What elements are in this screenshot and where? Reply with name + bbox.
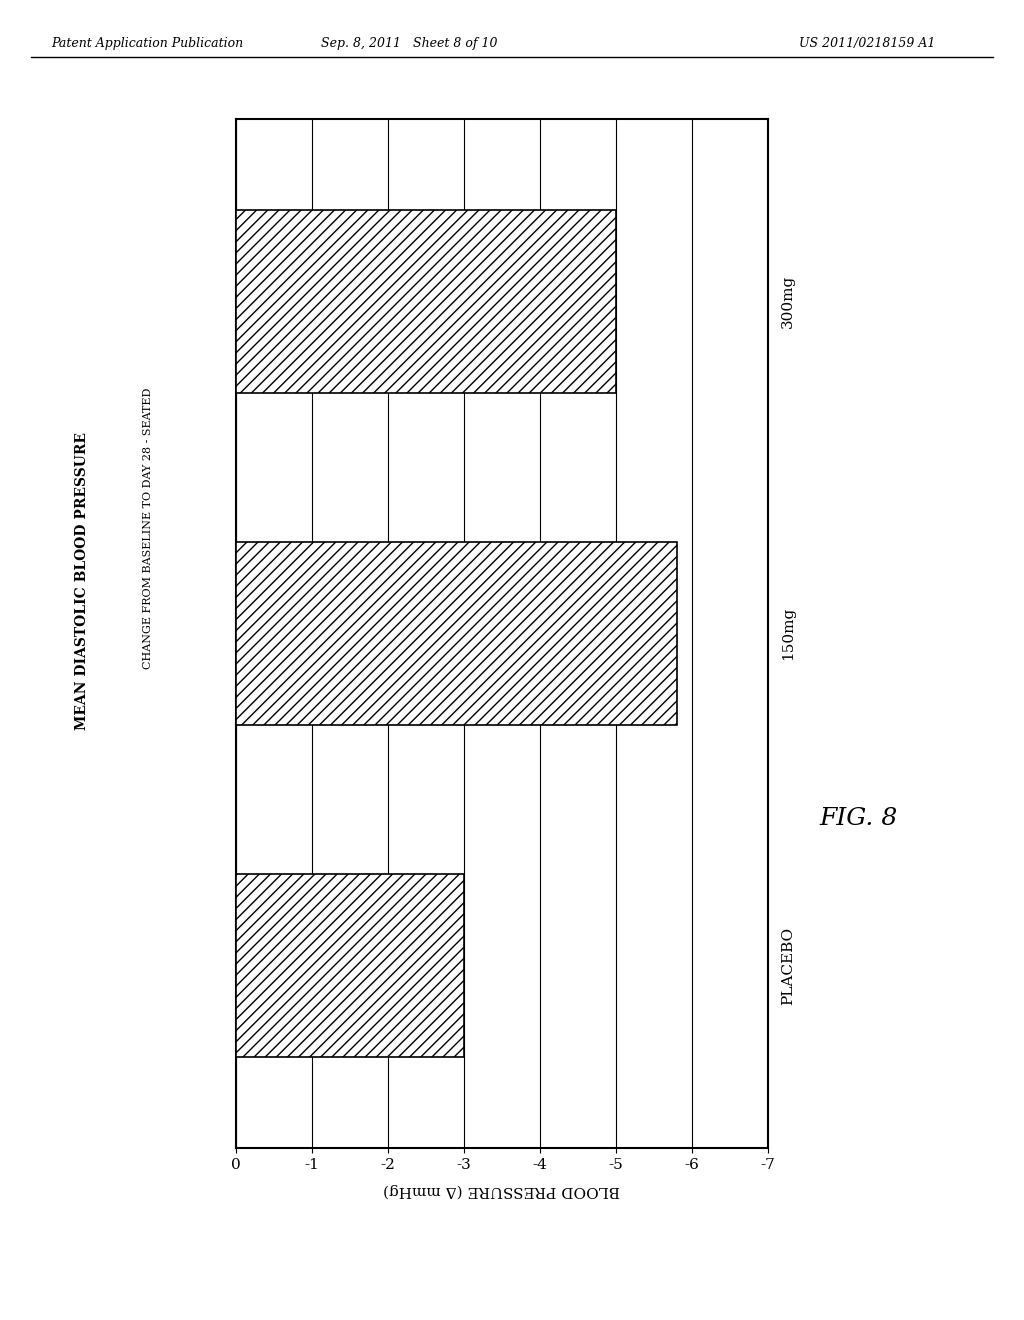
Text: CHANGE FROM BASELINE TO DAY 28 - SEATED: CHANGE FROM BASELINE TO DAY 28 - SEATED — [143, 387, 154, 669]
Bar — [236, 543, 677, 725]
Text: 300mg: 300mg — [781, 275, 796, 329]
Text: Sep. 8, 2011   Sheet 8 of 10: Sep. 8, 2011 Sheet 8 of 10 — [322, 37, 498, 50]
Text: 150mg: 150mg — [781, 607, 796, 660]
Text: MEAN DIASTOLIC BLOOD PRESSURE: MEAN DIASTOLIC BLOOD PRESSURE — [75, 432, 89, 730]
X-axis label: BLOOD PRESSURE (Δ mmHg): BLOOD PRESSURE (Δ mmHg) — [383, 1183, 621, 1197]
Bar — [236, 210, 615, 393]
Text: PLACEBO: PLACEBO — [781, 927, 796, 1005]
Text: FIG. 8: FIG. 8 — [819, 807, 897, 830]
Text: Patent Application Publication: Patent Application Publication — [51, 37, 244, 50]
Bar — [236, 874, 464, 1057]
Text: US 2011/0218159 A1: US 2011/0218159 A1 — [799, 37, 935, 50]
